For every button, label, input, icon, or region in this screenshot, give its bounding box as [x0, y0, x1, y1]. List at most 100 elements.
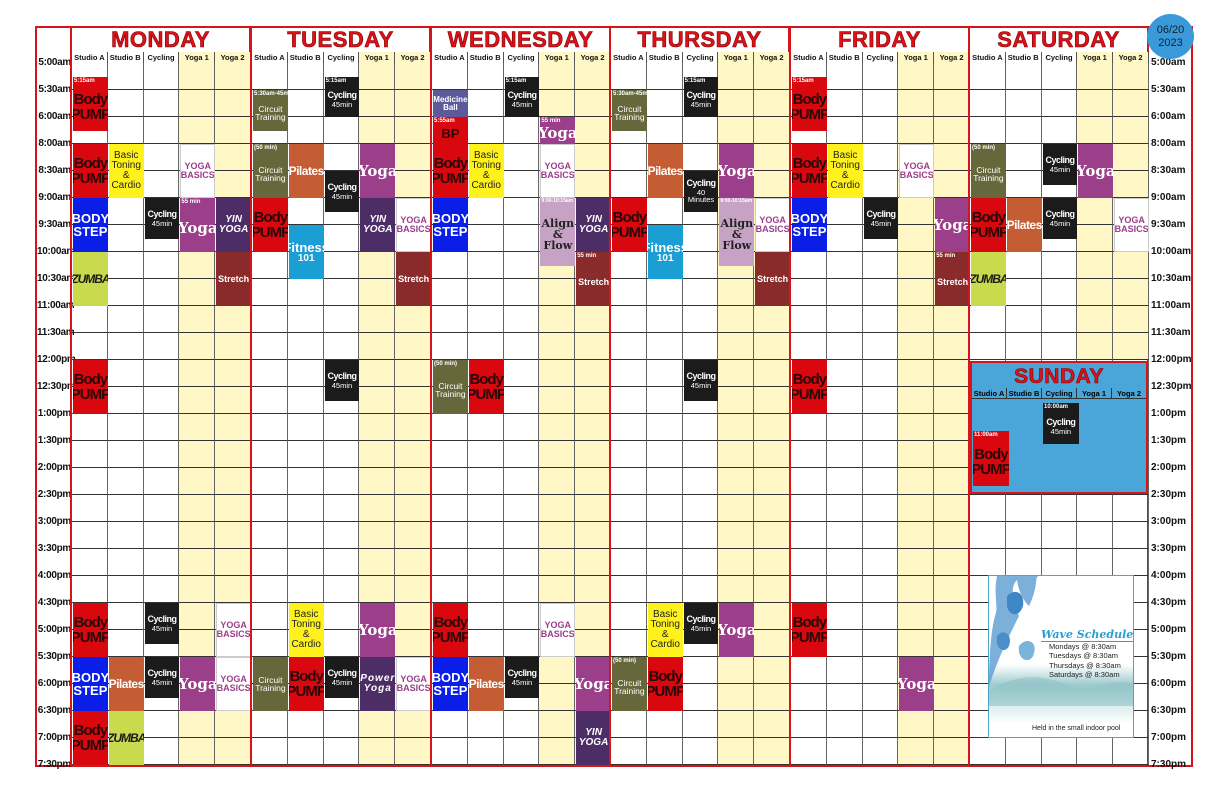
class-block-pump[interactable]: Body PUMP — [433, 144, 468, 198]
class-block-circuit[interactable]: (50 min) Circuit Training — [433, 360, 468, 414]
class-block-cycling[interactable]: Cycling 40 Minutes — [683, 171, 719, 212]
class-block-power[interactable]: Power Yoga — [360, 657, 396, 711]
class-block-yogabasics[interactable]: YOGA BASICS — [216, 603, 251, 657]
class-block-step[interactable]: BODY STEP — [792, 198, 827, 252]
class-block-pump[interactable]: 5:15am Body PUMP — [73, 76, 108, 131]
class-block-yoga[interactable]: Yoga — [899, 657, 935, 711]
class-block-cycling[interactable]: Cycling 45min — [1042, 144, 1078, 185]
class-block-zumba[interactable]: ZUMBA — [73, 252, 108, 306]
class-block-yogabasics[interactable]: YOGA BASICS — [755, 198, 790, 252]
class-block-circuit[interactable]: (50 min) Circuit Training — [971, 144, 1006, 198]
class-block-basic[interactable]: Basic Toning & Cardio — [288, 603, 324, 657]
class-block-yogabasics[interactable]: YOGA BASICS — [540, 603, 576, 657]
class-block-pump[interactable]: Body PUMP — [73, 711, 108, 765]
class-block-align[interactable]: 9:00-10:15am Align & Flow — [719, 198, 755, 266]
class-block-pilates[interactable]: Pilates — [108, 657, 144, 711]
class-block-step[interactable]: BODY STEP — [73, 657, 108, 711]
class-block-pump[interactable]: Body PUMP — [792, 144, 827, 198]
class-block-circuit[interactable]: (50 min) Circuit Training — [612, 657, 647, 711]
class-block-zumba[interactable]: ZUMBA — [108, 711, 144, 765]
class-block-yogabasics[interactable]: YOGA BASICS — [899, 144, 935, 198]
class-block-cycling[interactable]: 5:15am Cycling 45min — [683, 76, 719, 117]
class-block-bp[interactable]: 5:55am BP — [433, 117, 468, 144]
class-block-stretch[interactable]: Stretch — [216, 252, 251, 306]
class-block-pump[interactable]: Body PUMP — [73, 603, 108, 657]
class-block-pilates[interactable]: Pilates — [1006, 198, 1042, 252]
class-block-medball[interactable]: Medicine Ball — [433, 90, 468, 117]
class-block-fitness[interactable]: Fitness101 — [647, 225, 683, 279]
class-block-cycling[interactable]: Cycling 45min — [144, 603, 180, 644]
class-block-step[interactable]: BODY STEP — [73, 198, 108, 252]
class-block-pump[interactable]: Body PUMP — [288, 657, 324, 711]
class-block-pump[interactable]: Body PUMP — [433, 603, 468, 657]
class-block-cycling[interactable]: Cycling 45min — [324, 171, 360, 212]
class-block-yogabasics[interactable]: YOGA BASICS — [1114, 198, 1149, 252]
class-block-pump[interactable]: Body PUMP — [253, 198, 288, 252]
class-block-pump[interactable]: Body PUMP — [792, 603, 827, 657]
class-block-basic[interactable]: Basic Toning & Cardio — [108, 144, 144, 198]
class-block-yin[interactable]: YIN YOGA — [360, 198, 396, 252]
class-block-yoga[interactable]: Yoga — [935, 198, 970, 252]
class-block-step[interactable]: BODY STEP — [433, 657, 468, 711]
class-block-cycling[interactable]: Cycling 45min — [863, 198, 899, 239]
class-block-fitness[interactable]: Fitness101 — [288, 225, 324, 279]
class-name: & — [482, 170, 490, 181]
class-block-pump[interactable]: Body PUMP — [647, 657, 683, 711]
class-block-stretch[interactable]: 55 min Stretch — [935, 252, 970, 306]
class-block-pump[interactable]: Body PUMP — [468, 360, 504, 414]
class-block-stretch[interactable]: Stretch — [755, 252, 790, 306]
schedule-cell — [791, 576, 827, 603]
class-block-pilates[interactable]: Pilates — [468, 657, 504, 711]
class-block-circuit[interactable]: (50 min) Circuit Training — [253, 144, 288, 198]
class-block-yoga[interactable]: 55 min Yoga — [540, 117, 576, 144]
class-block-zumba[interactable]: ZUMBA — [971, 252, 1006, 306]
class-block-cycling[interactable]: Cycling 45min — [1042, 198, 1078, 239]
class-block-yoga[interactable]: Yoga — [719, 603, 755, 657]
class-block-pump[interactable]: 11:00am Body PUMP — [973, 431, 1009, 486]
class-block-yoga[interactable]: Yoga — [719, 144, 755, 198]
class-block-cycling[interactable]: Cycling 45min — [504, 657, 540, 698]
class-block-yoga[interactable]: Yoga — [576, 657, 611, 711]
class-block-yin[interactable]: YIN YOGA — [576, 198, 611, 252]
class-block-yin[interactable]: YIN YOGA — [216, 198, 251, 252]
class-block-align[interactable]: 9:00-10:15am Align & Flow — [540, 198, 576, 266]
class-block-basic[interactable]: Basic Toning & Cardio — [647, 603, 683, 657]
class-block-pilates[interactable]: Pilates — [647, 144, 683, 198]
class-block-yin[interactable]: YIN YOGA — [576, 711, 611, 765]
class-block-pump[interactable]: Body PUMP — [612, 198, 647, 252]
class-block-basic[interactable]: Basic Toning & Cardio — [827, 144, 863, 198]
class-block-yoga[interactable]: Yoga — [180, 657, 216, 711]
class-block-pump[interactable]: Body PUMP — [73, 360, 108, 414]
class-block-cycling[interactable]: Cycling 45min — [683, 360, 719, 401]
schedule-cell — [1041, 738, 1078, 765]
class-block-stretch[interactable]: 55 min Stretch — [576, 252, 611, 306]
class-block-yoga[interactable]: 55 min Yoga — [180, 198, 216, 252]
class-block-pilates[interactable]: Pilates — [288, 144, 324, 198]
class-block-basic[interactable]: Basic Toning & Cardio — [468, 144, 504, 198]
class-block-cycling[interactable]: Cycling 45min — [144, 198, 180, 239]
class-block-pump[interactable]: Body PUMP — [971, 198, 1006, 252]
class-block-stretch[interactable]: Stretch — [396, 252, 431, 306]
class-block-yogabasics[interactable]: YOGA BASICS — [396, 657, 431, 711]
class-block-cycling[interactable]: 10:00am Cycling 45min — [1043, 403, 1079, 444]
class-block-circuit[interactable]: Circuit Training — [253, 657, 288, 711]
class-block-yogabasics[interactable]: YOGA BASICS — [216, 657, 251, 711]
class-block-yogabasics[interactable]: YOGA BASICS — [180, 144, 216, 198]
class-block-yoga[interactable]: Yoga — [360, 144, 396, 198]
class-block-yoga[interactable]: Yoga — [1078, 144, 1114, 198]
class-block-cycling[interactable]: Cycling 45min — [324, 657, 360, 698]
class-block-yoga[interactable]: Yoga — [360, 603, 396, 657]
class-block-cycling[interactable]: 5:15am Cycling 45min — [324, 76, 360, 117]
class-block-cycling[interactable]: Cycling 45min — [144, 657, 180, 698]
class-block-cycling[interactable]: Cycling 45min — [683, 603, 719, 644]
class-block-cycling[interactable]: 5:15am Cycling 45min — [504, 76, 540, 117]
class-block-pump[interactable]: Body PUMP — [73, 144, 108, 198]
class-block-pump[interactable]: Body PUMP — [792, 360, 827, 414]
class-block-yogabasics[interactable]: YOGA BASICS — [540, 144, 576, 198]
class-block-step[interactable]: BODY STEP — [433, 198, 468, 252]
class-block-cycling[interactable]: Cycling 45min — [324, 360, 360, 401]
class-block-yogabasics[interactable]: YOGA BASICS — [396, 198, 431, 252]
class-block-pump[interactable]: 5:15am Body PUMP — [792, 76, 827, 131]
